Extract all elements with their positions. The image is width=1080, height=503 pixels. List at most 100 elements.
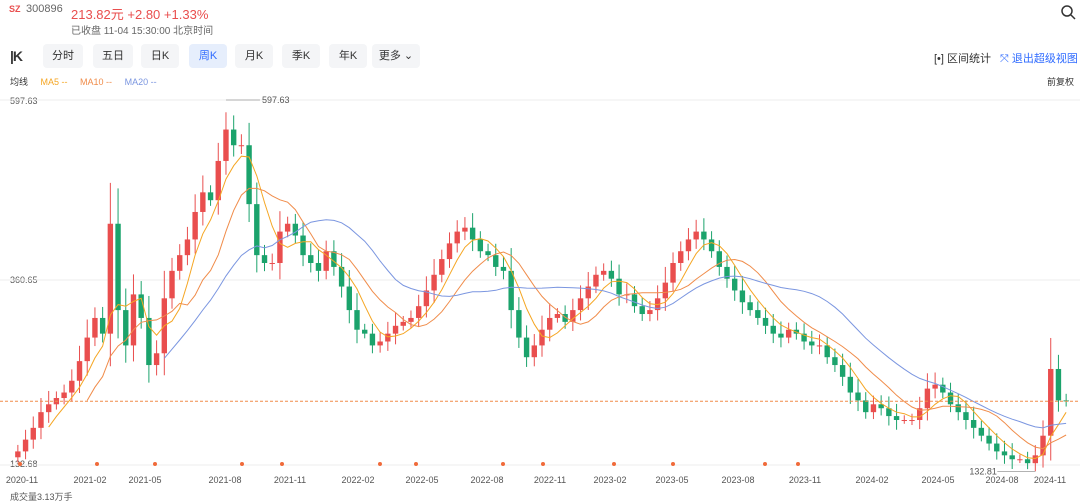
x-tick-11: 2023-08	[721, 475, 754, 485]
candle-body-33	[269, 262, 275, 264]
tab-7[interactable]: 年K	[329, 44, 367, 68]
candle-body-99	[778, 333, 784, 338]
candle-body-68	[539, 329, 545, 346]
range-stats-button[interactable]: [•] 区间统计	[934, 50, 991, 66]
event-dot-0[interactable]	[18, 462, 22, 466]
volume-label: 成交量3.13万手	[10, 492, 73, 502]
candle-body-46	[369, 333, 376, 346]
candle-body-1	[22, 439, 29, 452]
candle-body-2	[30, 427, 36, 440]
tab-5[interactable]: 月K	[235, 44, 273, 68]
candle-body-65	[516, 310, 522, 338]
candle-body-48	[385, 333, 391, 342]
candle-body-80	[631, 294, 638, 307]
candle-body-123	[963, 412, 969, 421]
x-tick-6: 2022-05	[405, 475, 438, 485]
candle-body-49	[392, 325, 399, 334]
candle-body-111	[870, 404, 877, 413]
candle-body-75	[593, 274, 599, 287]
event-dot-1[interactable]	[95, 462, 99, 466]
candle-body-30	[246, 145, 252, 205]
tab-6[interactable]: 季K	[282, 44, 320, 68]
tab-8[interactable]: 更多 ⌄	[372, 44, 420, 68]
legend-label: 均线	[10, 77, 29, 87]
ma5-line	[48, 155, 1067, 460]
tab-2[interactable]: 五日	[93, 44, 133, 68]
candle-body-128	[1001, 451, 1008, 456]
event-dot-9[interactable]	[612, 462, 616, 466]
candle-body-58	[462, 227, 468, 232]
candle-body-36	[292, 223, 299, 236]
candle-body-113	[886, 408, 892, 417]
candle-body-104	[816, 345, 823, 347]
event-dot-10[interactable]	[671, 462, 675, 466]
candle-body-82	[647, 310, 653, 315]
candle-body-72	[570, 310, 576, 322]
search-icon[interactable]	[1060, 4, 1076, 20]
candle-body-14	[123, 310, 129, 346]
candle-body-20	[169, 270, 175, 299]
ma-legend: 均线 MA5 -- MA10 -- MA20 --	[10, 75, 167, 88]
event-dot-12[interactable]	[796, 462, 800, 466]
event-dot-11[interactable]	[763, 462, 767, 466]
candle-body-106	[832, 357, 838, 366]
candle-body-89	[701, 231, 707, 240]
candle-body-119	[932, 384, 938, 389]
candle-body-134	[1048, 368, 1054, 436]
candle-body-62	[493, 255, 499, 267]
candle-body-9	[84, 337, 90, 362]
x-tick-4: 2021-11	[274, 475, 306, 485]
x-tick-9: 2023-02	[593, 475, 626, 485]
tab-3[interactable]: 日K	[141, 44, 179, 68]
event-dot-8[interactable]	[541, 462, 545, 466]
candle-body-132	[1032, 455, 1039, 464]
event-dot-6[interactable]	[414, 462, 418, 466]
candle-body-69	[547, 317, 553, 330]
candle-body-124	[970, 420, 977, 428]
candle-body-26	[215, 160, 221, 201]
candle-body-135	[1055, 368, 1062, 401]
candle-body-115	[901, 420, 907, 422]
candle-body-98	[770, 325, 776, 334]
tab-4[interactable]: 周K	[189, 44, 227, 68]
kline-chart[interactable]: 597.63 132.81 2020-11 2021-02 2021-05 2021-08…	[0, 0, 1080, 490]
x-tick-10: 2023-05	[655, 475, 688, 485]
expand-icon: ⤧	[1000, 53, 1009, 65]
candle-body-55	[439, 259, 445, 275]
candle-body-11	[99, 317, 106, 334]
candle-body-54	[431, 274, 437, 291]
ma10-line	[86, 187, 1067, 450]
candle-body-110	[863, 400, 869, 413]
candle-body-76	[600, 270, 607, 275]
candle-body-45	[362, 329, 368, 334]
event-dot-2[interactable]	[153, 462, 157, 466]
x-tick-7: 2022-08	[470, 475, 503, 485]
candle-body-21	[177, 255, 183, 271]
event-dot-3[interactable]	[240, 462, 244, 466]
candle-body-38	[308, 255, 314, 263]
candle-body-25	[207, 192, 214, 201]
candle-body-86	[678, 251, 684, 263]
candle-body-31	[254, 204, 260, 256]
candle-body-23	[192, 211, 198, 240]
period-toolbar: |K 分时 五日 日K 周K 月K 季K 年K 更多 ⌄ [•] 区间统计 ⤧ 退出超级视图	[0, 44, 1080, 70]
adjust-mode[interactable]: 前复权	[1046, 77, 1074, 87]
candle-body-133	[1040, 435, 1046, 456]
candle-body-96	[755, 310, 761, 318]
candle-body-70	[554, 314, 561, 318]
event-dot-5[interactable]	[378, 462, 382, 466]
high-marker-label: 597.63	[262, 95, 290, 105]
event-dot-7[interactable]	[501, 462, 505, 466]
candle-body-50	[400, 321, 406, 326]
candle-body-51	[408, 317, 414, 322]
x-tick-14: 2024-05	[921, 475, 954, 485]
candle-body-118	[924, 388, 931, 409]
candle-body-114	[893, 416, 900, 421]
exit-super-view-button[interactable]: ⤧ 退出超级视图	[1000, 50, 1078, 66]
tab-1[interactable]: 分时	[43, 44, 83, 68]
candle-body-63	[500, 266, 507, 271]
candle-body-77	[608, 270, 615, 279]
stock-code: 300896	[26, 3, 63, 15]
event-dot-4[interactable]	[280, 462, 284, 466]
kline-icon[interactable]: |K	[10, 48, 23, 64]
